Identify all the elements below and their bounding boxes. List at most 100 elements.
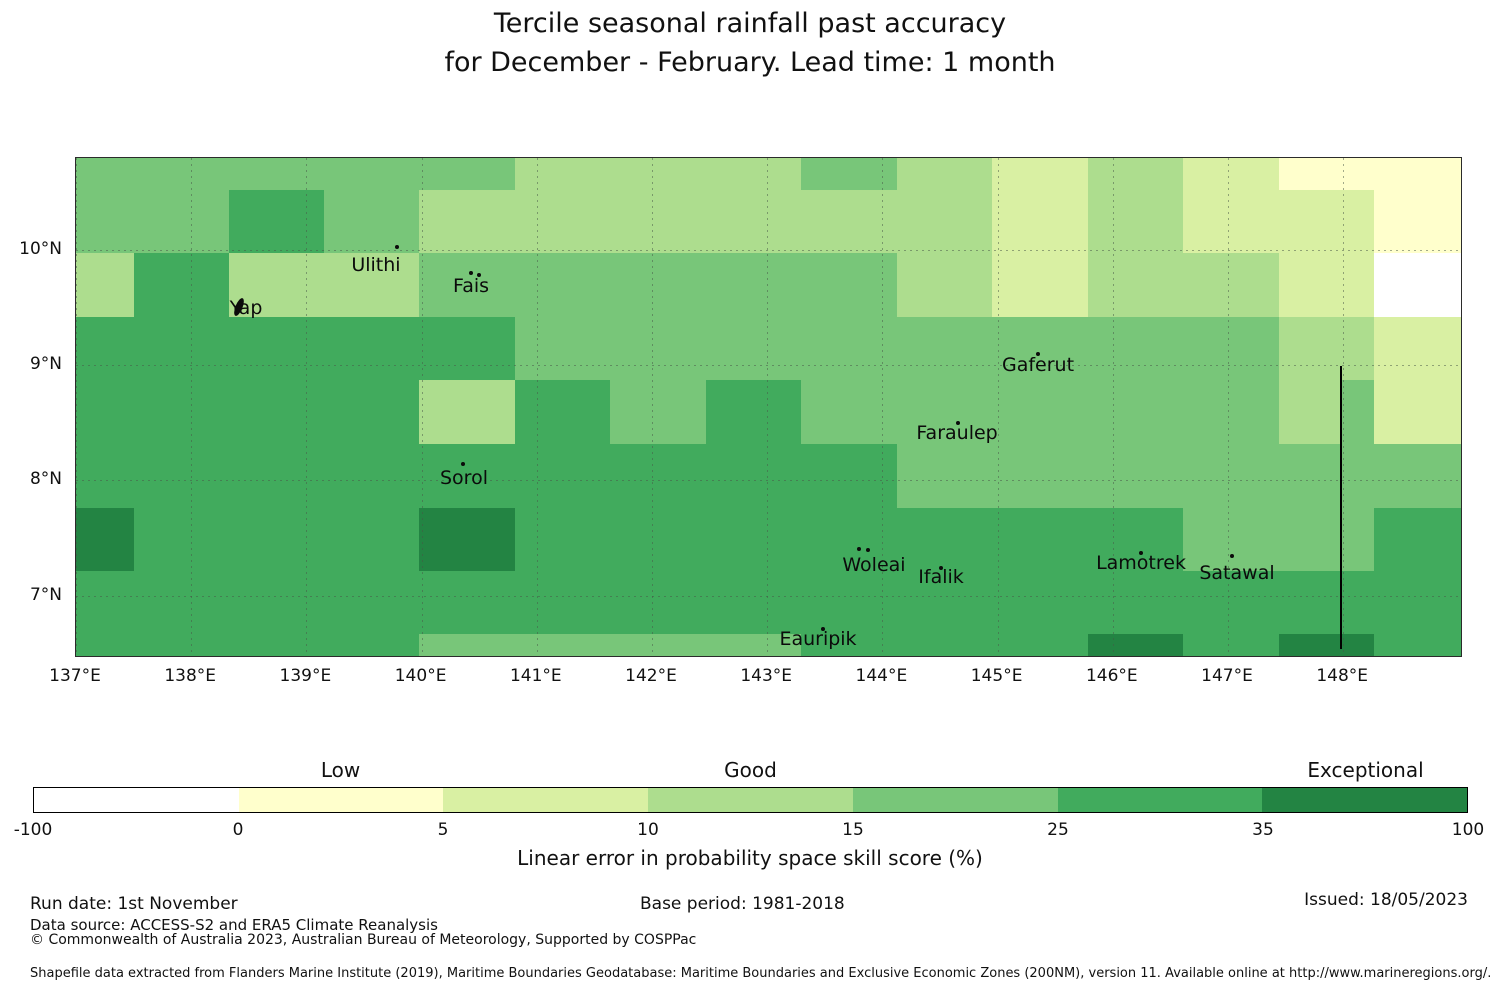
longitude-gridline (1112, 158, 1114, 656)
heatmap-cell (134, 508, 230, 572)
heatmap-cell (1183, 508, 1280, 572)
heatmap-cell (418, 508, 516, 572)
heatmap-cell (418, 158, 516, 191)
x-tick-label: 141°E (509, 666, 562, 686)
heatmap-cell (706, 380, 802, 445)
colorbar-axis-label: Linear error in probability space skill … (517, 846, 983, 870)
heatmap-cell (896, 571, 993, 635)
heatmap-cell (706, 508, 802, 572)
island-label: Yap (229, 296, 263, 319)
longitude-gridline (306, 158, 308, 656)
heatmap-cell (992, 190, 1089, 254)
heatmap-cell (134, 252, 230, 318)
island-label: Gaferut (1002, 353, 1075, 376)
heatmap-cell (515, 443, 611, 509)
heatmap-cell (76, 633, 135, 656)
colorbar-segment (1262, 788, 1468, 812)
heatmap-cell (1278, 443, 1375, 509)
heatmap-cell (134, 316, 230, 381)
heatmap-cell (992, 158, 1089, 191)
longitude-gridline (997, 158, 999, 656)
heatmap-cell (800, 252, 898, 318)
heatmap-cell (1374, 508, 1461, 572)
heatmap-cell (992, 316, 1089, 381)
island-marker-dot (1036, 352, 1041, 357)
heatmap-cell (1183, 443, 1280, 509)
heatmap-cell (706, 158, 802, 191)
heatmap-cell (76, 190, 135, 254)
colorbar-tick-label: -100 (13, 820, 53, 840)
heatmap-cell (1183, 571, 1280, 635)
colorbar-tick-label: 10 (637, 820, 659, 840)
heatmap-cell (228, 508, 325, 572)
longitude-gridline (421, 158, 423, 656)
longitude-gridline (652, 158, 653, 656)
heatmap-cell (134, 633, 230, 656)
heatmap-cell (609, 190, 707, 254)
colorbar-segment (443, 788, 649, 812)
rainfall-accuracy-heatmap: Ulithi Fais Yap Gaferut Faraulep Sorol Woleai I… (75, 157, 1462, 657)
heatmap-cell (896, 158, 993, 191)
heatmap-cell (1087, 158, 1184, 191)
heatmap-cell (228, 158, 325, 191)
colorbar-zone-label: Good (724, 758, 777, 782)
island-label: Woleai (842, 553, 906, 576)
island-label: Eauripik (779, 628, 857, 651)
data-source-text: Data source: ACCESS-S2 and ERA5 Climate … (30, 916, 438, 934)
heatmap-cell (515, 158, 611, 191)
heatmap-cell (1087, 633, 1184, 656)
heatmap-cell (706, 252, 802, 318)
heatmap-cell (515, 633, 611, 656)
heatmap-cell (418, 380, 516, 445)
heatmap-cell (134, 190, 230, 254)
heatmap-cell (896, 252, 993, 318)
base-period-text: Base period: 1981-2018 (640, 894, 845, 914)
heatmap-cell (324, 380, 420, 445)
heatmap-cell (896, 190, 993, 254)
heatmap-cell (706, 633, 802, 656)
heatmap-cell (418, 252, 516, 318)
heatmap-cell (1374, 158, 1461, 191)
heatmap-cell (418, 571, 516, 635)
island-marker-dot (1230, 553, 1235, 558)
heatmap-cell (76, 443, 135, 509)
heatmap-cell (228, 633, 325, 656)
heatmap-cell (1374, 316, 1461, 381)
heatmap-cell (800, 190, 898, 254)
x-tick-label: 142°E (625, 666, 677, 686)
heatmap-cell (76, 252, 135, 318)
colorbar-tick-label: 15 (842, 820, 864, 840)
heatmap-cell (134, 380, 230, 445)
heatmap-cell (609, 571, 707, 635)
heatmap-cell (418, 633, 516, 656)
x-tick-label: 137°E (49, 666, 101, 686)
x-tick-label: 140°E (394, 666, 447, 686)
island-marker-dot (476, 272, 481, 277)
chart-title-line1: Tercile seasonal rainfall past accuracy (493, 8, 1007, 39)
shapefile-attribution-text: Shapefile data extracted from Flanders M… (30, 966, 1492, 981)
heatmap-cell (896, 633, 993, 656)
heatmap-cell (992, 443, 1089, 509)
colorbar-tick-label: 0 (232, 820, 244, 840)
heatmap-cell (134, 443, 230, 509)
heatmap-cell (1278, 633, 1375, 656)
heatmap-cell (1183, 158, 1280, 191)
x-tick-label: 148°E (1316, 666, 1369, 686)
heatmap-cell (609, 633, 707, 656)
longitude-gridline (76, 158, 77, 656)
heatmap-cell (609, 508, 707, 572)
island-label: Lamotrek (1096, 551, 1186, 574)
island-label: Faraulep (916, 422, 998, 445)
heatmap-cell (1183, 633, 1280, 656)
heatmap-cell (76, 158, 135, 191)
heatmap-cell (1278, 252, 1375, 318)
colorbar-tick-label: 5 (437, 820, 449, 840)
longitude-gridline (1343, 158, 1345, 656)
heatmap-cell (609, 443, 707, 509)
heatmap-cell (800, 508, 898, 572)
island-label: Ifalik (918, 566, 964, 589)
heatmap-cell (324, 190, 420, 254)
heatmap-cell (992, 508, 1089, 572)
heatmap-cell (134, 158, 230, 191)
heatmap-cell (896, 316, 993, 381)
